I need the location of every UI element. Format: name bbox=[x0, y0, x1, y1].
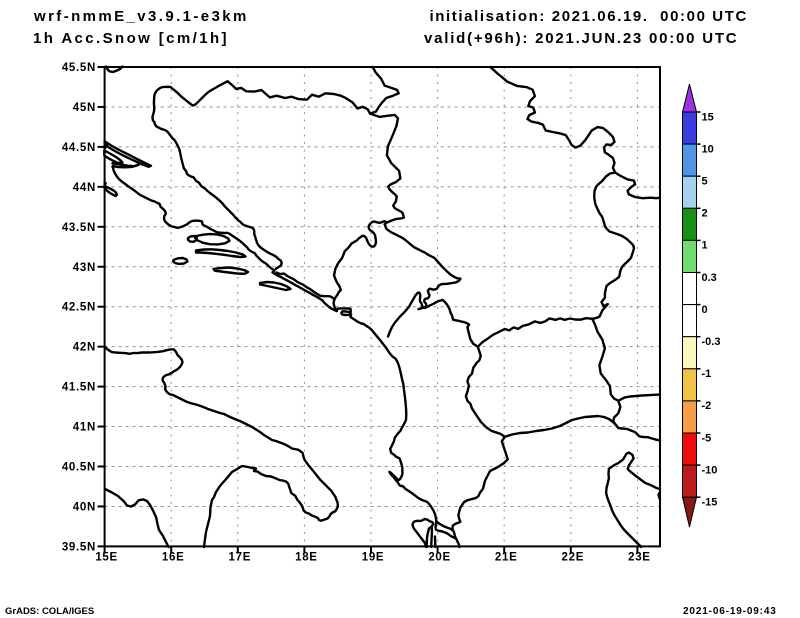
svg-text:45N: 45N bbox=[73, 102, 96, 114]
svg-text:valid(+96h): 2021.JUN.23 00:00: valid(+96h): 2021.JUN.23 00:00 UTC bbox=[424, 30, 738, 47]
svg-text:-15: -15 bbox=[702, 497, 718, 509]
svg-text:2: 2 bbox=[702, 208, 708, 220]
svg-text:10: 10 bbox=[702, 143, 714, 155]
svg-text:15: 15 bbox=[702, 111, 714, 123]
svg-text:0.3: 0.3 bbox=[702, 272, 717, 284]
svg-text:-1: -1 bbox=[702, 368, 712, 380]
svg-text:wrf-nmmE_v3.9.1-e3km: wrf-nmmE_v3.9.1-e3km bbox=[33, 8, 249, 25]
svg-text:5: 5 bbox=[702, 176, 708, 188]
svg-text:18E: 18E bbox=[295, 552, 318, 564]
svg-text:43N: 43N bbox=[73, 262, 96, 274]
svg-text:21E: 21E bbox=[495, 552, 518, 564]
svg-text:39.5N: 39.5N bbox=[62, 541, 96, 553]
svg-text:1: 1 bbox=[702, 240, 708, 252]
svg-text:-0.3: -0.3 bbox=[702, 336, 721, 348]
svg-text:20E: 20E bbox=[428, 552, 451, 564]
svg-text:42.5N: 42.5N bbox=[62, 302, 96, 314]
svg-text:2021-06-19-09:43: 2021-06-19-09:43 bbox=[683, 606, 777, 617]
svg-text:19E: 19E bbox=[362, 552, 385, 564]
svg-text:44.5N: 44.5N bbox=[62, 142, 96, 154]
svg-text:45.5N: 45.5N bbox=[62, 62, 96, 74]
svg-text:23E: 23E bbox=[628, 552, 651, 564]
svg-text:40N: 40N bbox=[73, 501, 96, 513]
svg-text:15E: 15E bbox=[95, 552, 118, 564]
svg-text:GrADS: COLA/IGES: GrADS: COLA/IGES bbox=[5, 606, 94, 617]
svg-text:-10: -10 bbox=[702, 464, 718, 476]
svg-text:-2: -2 bbox=[702, 400, 712, 412]
svg-text:40.5N: 40.5N bbox=[62, 462, 96, 474]
svg-text:22E: 22E bbox=[562, 552, 585, 564]
svg-text:41.5N: 41.5N bbox=[62, 382, 96, 394]
svg-text:43.5N: 43.5N bbox=[62, 222, 96, 234]
svg-text:initialisation: 2021.06.19. 0: initialisation: 2021.06.19. 00:00 UTC bbox=[430, 8, 748, 25]
svg-text:0: 0 bbox=[702, 304, 708, 316]
svg-text:17E: 17E bbox=[229, 552, 252, 564]
svg-text:-5: -5 bbox=[702, 432, 712, 444]
svg-text:42N: 42N bbox=[73, 342, 96, 354]
svg-text:16E: 16E bbox=[162, 552, 185, 564]
svg-text:44N: 44N bbox=[73, 182, 96, 194]
svg-text:41N: 41N bbox=[73, 422, 96, 434]
svg-text:1h Acc.Snow [cm/1h]: 1h Acc.Snow [cm/1h] bbox=[33, 30, 229, 47]
